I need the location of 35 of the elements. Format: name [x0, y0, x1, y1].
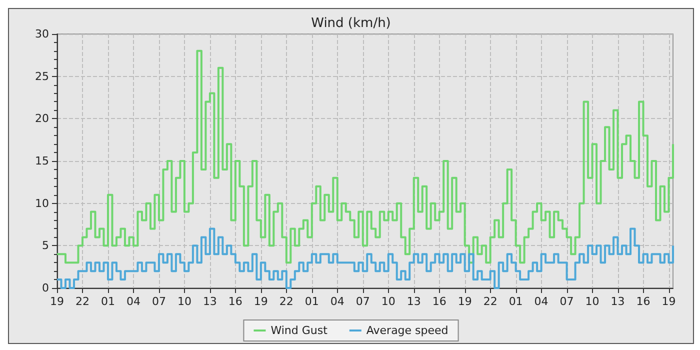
x-tick-label: 10 [585, 295, 600, 308]
x-tick-label: 19 [458, 295, 472, 308]
y-tick-label: 30 [35, 28, 49, 40]
legend-label: Average speed [366, 324, 448, 337]
x-tick-label: 04 [126, 295, 140, 308]
x-tick-label: 01 [304, 295, 319, 308]
y-tick-label: 0 [42, 282, 49, 294]
x-tick-label: 13 [406, 295, 421, 308]
x-tick-label: 10 [177, 295, 192, 308]
y-tick-label: 10 [35, 196, 49, 210]
chart-title: Wind (km/h) [311, 16, 391, 31]
x-tick-label: 04 [330, 295, 344, 308]
x-tick-label: 16 [228, 295, 242, 308]
x-tick-label: 01 [100, 295, 115, 308]
legend-label: Wind Gust [270, 324, 328, 337]
y-tick-label: 15 [35, 154, 49, 168]
x-tick-label: 07 [356, 295, 370, 308]
x-tick-label: 19 [50, 295, 64, 308]
x-tick-label: 16 [432, 295, 446, 308]
x-tick-label: 22 [279, 295, 294, 308]
x-tick-label: 01 [508, 295, 523, 308]
x-tick-label: 04 [534, 295, 548, 308]
y-tick-label: 5 [42, 239, 49, 252]
y-tick-label: 20 [35, 112, 49, 126]
x-tick-label: 22 [75, 295, 90, 308]
x-tick-label: 07 [152, 295, 166, 308]
x-tick-label: 22 [483, 295, 498, 308]
x-tick-label: 16 [636, 295, 650, 308]
y-tick-label: 25 [35, 70, 49, 83]
x-tick-label: 19 [254, 295, 268, 308]
x-tick-label: 19 [662, 295, 676, 308]
x-tick-label: 07 [560, 295, 574, 308]
x-tick-label: 13 [202, 295, 217, 308]
x-tick-label: 13 [610, 295, 625, 308]
x-tick-label: 10 [381, 295, 396, 308]
